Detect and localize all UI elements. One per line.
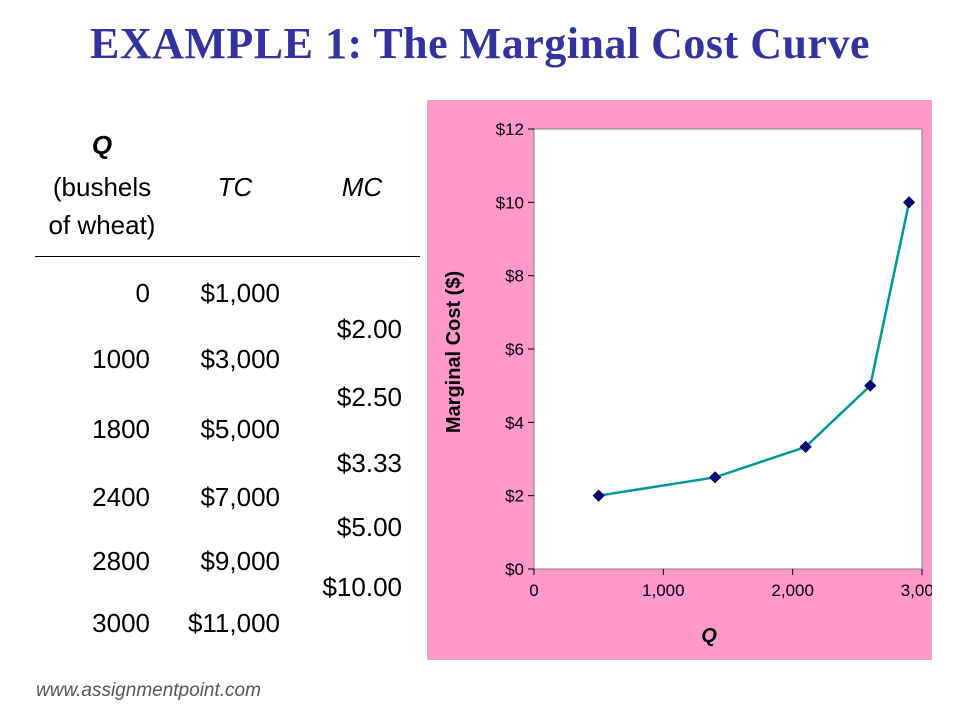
mc-value: $2.50 bbox=[336, 382, 402, 412]
y-tick-label: $10 bbox=[496, 193, 524, 212]
x-axis-title: Q bbox=[701, 625, 717, 647]
y-axis-title: Marginal Cost ($) bbox=[443, 271, 465, 433]
y-tick-label: $4 bbox=[505, 413, 524, 432]
tc-value: $1,000 bbox=[200, 278, 280, 308]
q-value: 0 bbox=[135, 278, 150, 308]
tc-value: $11,000 bbox=[187, 608, 280, 638]
q-value: 3000 bbox=[92, 608, 150, 638]
x-tick-label: 1,000 bbox=[642, 581, 685, 600]
y-tick-label: $8 bbox=[505, 267, 524, 286]
mc-data-point bbox=[799, 440, 812, 453]
q-value: 2800 bbox=[92, 546, 150, 576]
tc-value: $9,000 bbox=[200, 546, 280, 576]
chart-panel: $0 $2 $4 $6 $8 $10 $12 0 1,000 2,000 3,000 Q Margina… bbox=[427, 100, 932, 660]
tc-header: TC bbox=[217, 172, 253, 202]
q-value: 2400 bbox=[92, 482, 150, 512]
mc-value: $2.00 bbox=[336, 314, 402, 344]
x-tick-label: 2,000 bbox=[771, 581, 814, 600]
q-value: 1000 bbox=[92, 344, 150, 374]
tc-value: $7,000 bbox=[200, 482, 280, 512]
x-tick-label: 3,000 bbox=[901, 581, 932, 600]
q-header-unit-line2: of wheat) bbox=[48, 210, 156, 240]
mc-value: $5.00 bbox=[336, 512, 402, 542]
mc-data-point bbox=[709, 471, 722, 484]
tc-value: $5,000 bbox=[200, 414, 280, 444]
y-tick-label: $6 bbox=[505, 340, 524, 359]
q-value: 1800 bbox=[92, 414, 150, 444]
q-header-label: Q bbox=[91, 130, 113, 160]
mc-data-point bbox=[592, 489, 605, 502]
x-tick-label: 0 bbox=[529, 581, 538, 600]
y-tick-label: $2 bbox=[505, 487, 524, 506]
plot-area bbox=[533, 128, 923, 570]
tc-value: $3,000 bbox=[200, 344, 280, 374]
page-title: EXAMPLE 1: The Marginal Cost Curve bbox=[89, 19, 871, 68]
mc-data-point bbox=[903, 196, 916, 209]
table-header-rule bbox=[35, 256, 420, 257]
mc-header: MC bbox=[341, 172, 383, 202]
y-tick-label: $12 bbox=[496, 120, 524, 139]
mc-value: $3.33 bbox=[336, 448, 402, 478]
mc-value: $10.00 bbox=[322, 572, 402, 602]
footer-url: www.assignmentpoint.com bbox=[36, 680, 261, 701]
marginal-cost-chart: $0 $2 $4 $6 $8 $10 $12 0 1,000 2,000 3,000 Q Margina… bbox=[443, 120, 932, 647]
mc-data-point bbox=[864, 379, 877, 392]
y-tick-label: $0 bbox=[505, 560, 524, 579]
q-header-unit-line1: (bushels bbox=[52, 172, 152, 202]
